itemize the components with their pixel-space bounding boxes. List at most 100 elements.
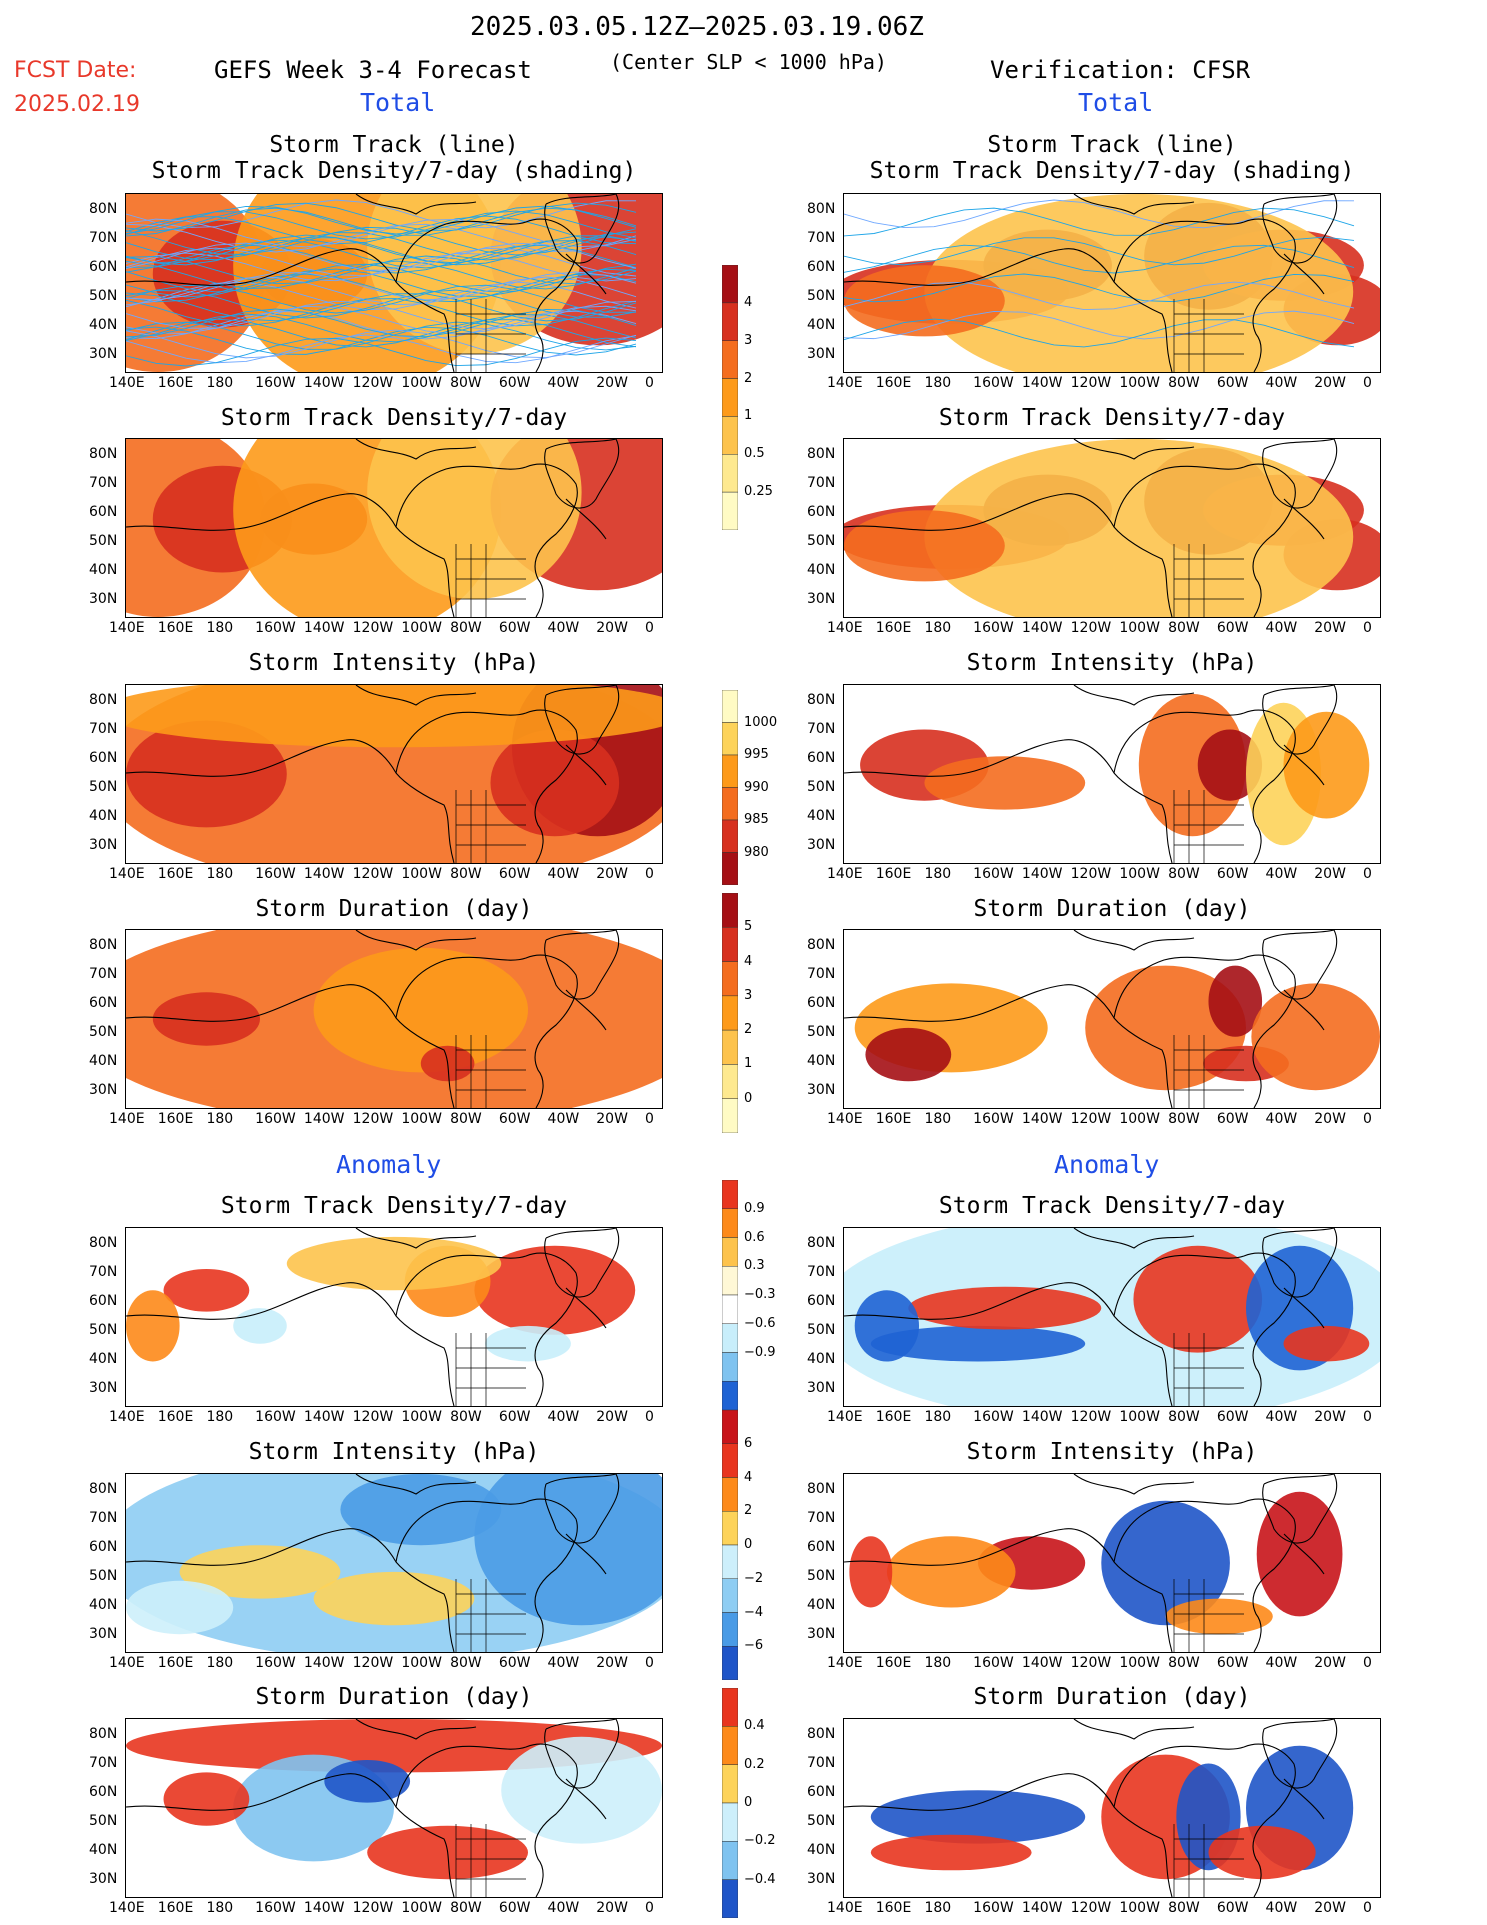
cfsr-density-total-map: [843, 438, 1381, 618]
coastline: [355, 930, 477, 951]
coastline: [544, 1474, 620, 1544]
title-density-anom-right: Storm Track Density/7-day: [938, 1193, 1286, 1219]
coastline: [1073, 194, 1195, 215]
field-shading: [1138, 693, 1246, 837]
coastline: [395, 463, 578, 617]
coastline: [126, 739, 455, 863]
coastline: [1173, 1035, 1244, 1108]
coastline: [126, 1773, 455, 1897]
lat-tick-label: 30N: [89, 837, 118, 853]
storm-track-line: [126, 289, 637, 319]
lon-tick-label: 140E: [109, 866, 145, 882]
lon-tick-label: 20W: [1314, 620, 1346, 636]
lon-tick-label: 0: [1363, 620, 1372, 636]
coastline: [544, 1228, 620, 1298]
storm-track-line: [126, 268, 637, 298]
coastline: [395, 1743, 578, 1897]
coastline: [126, 1528, 455, 1652]
lon-tick-label: 0: [1363, 866, 1372, 882]
lon-tick-label: 20W: [1314, 375, 1346, 391]
gefs-density-total-map: [125, 438, 663, 618]
cfsr-intensity-total-map: [843, 684, 1381, 864]
field-shading: [179, 1545, 341, 1599]
colorbar-swatch: [721, 1029, 739, 1065]
colorbar-label: −2: [744, 1570, 764, 1586]
colorbar-swatch: [721, 892, 739, 928]
coastline: [565, 1533, 607, 1575]
fcst-date: 2025.02.19: [14, 92, 140, 117]
lat-tick-label: 30N: [89, 591, 118, 607]
field-shading: [1133, 1245, 1263, 1353]
colorbar-label: 0.9: [744, 1200, 765, 1216]
field-shading: [490, 729, 620, 837]
field-shading: [844, 265, 1005, 337]
title-density-total-right: Storm Track Density/7-day: [938, 405, 1286, 431]
lon-tick-label: 140E: [109, 375, 145, 391]
coastline: [1173, 1824, 1244, 1897]
colorbar-swatch: [721, 722, 739, 756]
coastline: [565, 744, 607, 786]
lon-tick-label: 80W: [450, 375, 482, 391]
coastline: [395, 954, 578, 1108]
field-shading: [1251, 983, 1380, 1091]
colorbar-label: −0.4: [744, 1871, 776, 1887]
lat-tick-label: 50N: [89, 1813, 118, 1829]
lat-tick-label: 70N: [89, 1755, 118, 1771]
lon-tick-label: 100W: [1119, 375, 1160, 391]
lon-tick-label: 40W: [1265, 1900, 1298, 1916]
coastline: [544, 930, 620, 1000]
colorbar-label: 0.6: [744, 1229, 765, 1245]
lat-tick-label: 60N: [89, 504, 118, 520]
total-label-left: Total: [360, 88, 436, 117]
coastline: [1113, 218, 1296, 372]
lon-tick-label: 100W: [1119, 1655, 1160, 1671]
colorbar-label: 0: [744, 1537, 753, 1552]
colorbar-label: −0.9: [744, 1344, 776, 1360]
lon-tick-label: 20W: [596, 1655, 628, 1671]
lon-tick-label: 0: [645, 1409, 654, 1425]
lat-tick-label: 70N: [89, 966, 118, 982]
coastline: [1173, 790, 1244, 863]
colorbar-swatch: [721, 689, 739, 723]
lat-tick-label: 60N: [807, 1784, 836, 1800]
lon-tick-label: 100W: [401, 1655, 442, 1671]
field-shading: [1197, 729, 1263, 801]
lon-tick-label: 180: [206, 1900, 234, 1916]
field-shading: [126, 685, 662, 748]
coastline: [844, 1282, 1173, 1406]
lon-tick-label: 180: [206, 1409, 234, 1425]
lat-tick-label: 40N: [89, 1053, 118, 1069]
lon-tick-label: 160W: [973, 1655, 1014, 1671]
left-title: GEFS Week 3-4 Forecast: [214, 56, 532, 84]
lat-tick-label: 40N: [89, 1842, 118, 1858]
colorbar-label: 980: [744, 844, 769, 860]
storm-track-line: [126, 218, 637, 248]
lon-tick-label: 40W: [1265, 620, 1298, 636]
date-range: 2025.03.05.12Z–2025.03.19.06Z: [470, 12, 924, 42]
lat-tick-label: 60N: [89, 995, 118, 1011]
lon-tick-label: 60W: [498, 620, 531, 636]
coastline: [455, 299, 526, 372]
coastline: [1073, 1474, 1195, 1495]
colorbar-label: 2: [744, 1022, 753, 1038]
lat-tick-label: 70N: [89, 230, 118, 246]
lat-tick-label: 80N: [807, 937, 836, 953]
lat-tick-label: 40N: [807, 808, 836, 824]
storm-track-line: [126, 326, 637, 356]
lon-tick-label: 100W: [1119, 1900, 1160, 1916]
lat-tick-label: 50N: [89, 1568, 118, 1584]
lon-tick-label: 140W: [303, 1655, 345, 1671]
gefs-density-anom-map: [125, 1227, 663, 1407]
colorbar-label: 6: [744, 1435, 753, 1451]
storm-track-line: [126, 298, 637, 327]
title-density-total-left: Storm Track Density/7-day: [220, 405, 568, 431]
lon-tick-label: 40W: [1265, 1111, 1298, 1127]
lat-tick-label: 50N: [89, 1322, 118, 1338]
field-shading: [924, 194, 1354, 372]
lon-tick-label: 140W: [1021, 1900, 1063, 1916]
colorbar-label: 990: [744, 779, 769, 795]
field-shading: [474, 1474, 662, 1626]
lon-tick-label: 180: [924, 375, 952, 391]
title-duration-anom-right: Storm Duration (day): [973, 1684, 1251, 1710]
lon-tick-label: 100W: [401, 620, 442, 636]
